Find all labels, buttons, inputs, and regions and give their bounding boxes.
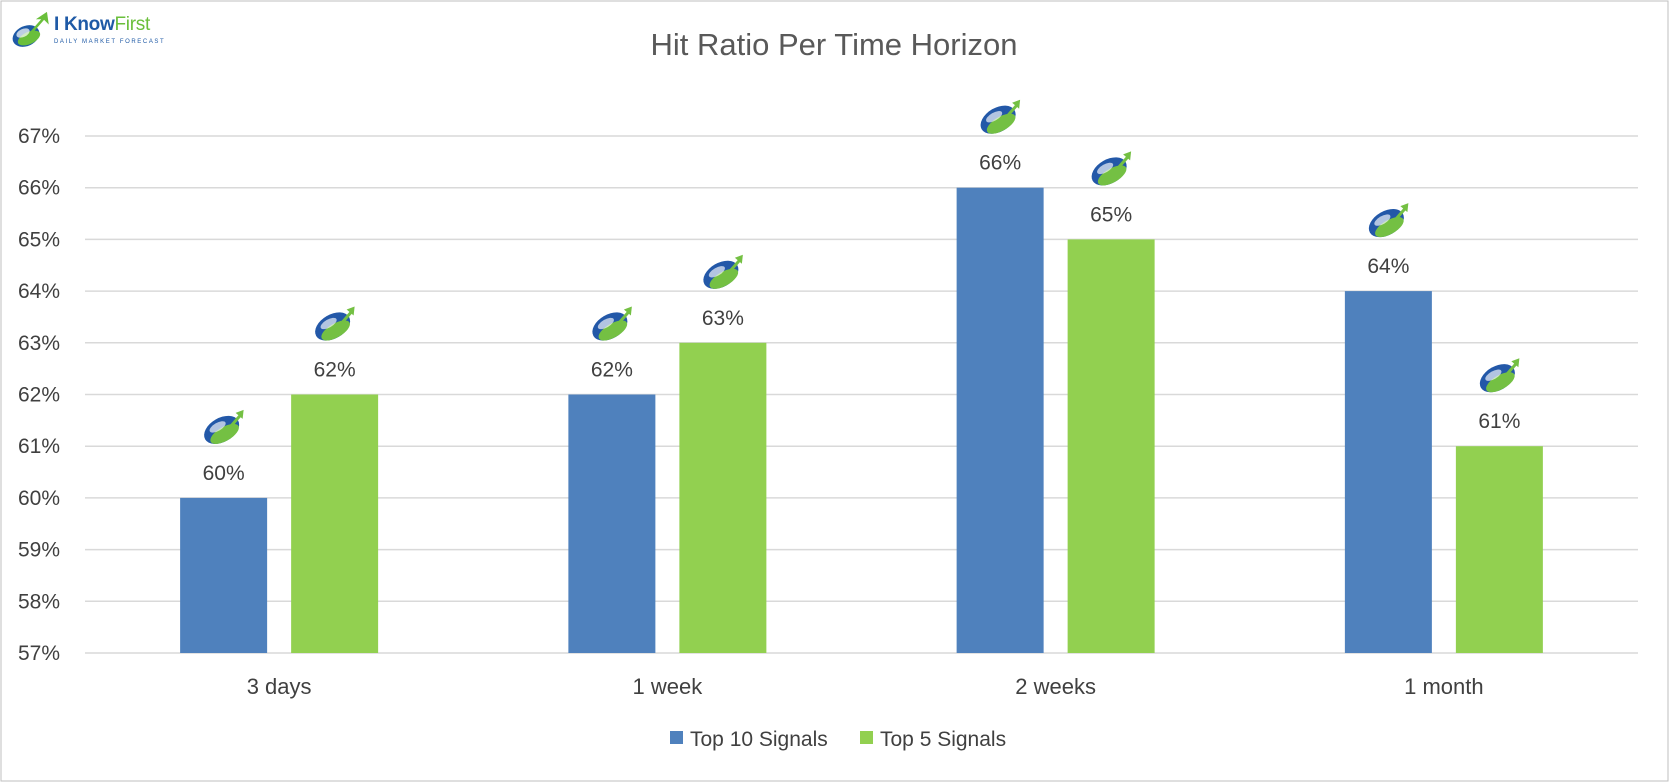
data-label: 64% (1367, 255, 1409, 278)
i-know-first-logo-icon (1085, 149, 1134, 193)
i-know-first-logo-icon (12, 11, 49, 47)
bar (568, 394, 656, 653)
data-label: 63% (702, 307, 744, 330)
y-tick-label: 63% (18, 332, 60, 355)
y-tick-label: 58% (18, 590, 60, 613)
bar (1067, 239, 1155, 653)
i-know-first-logo-icon (197, 408, 246, 452)
data-label: 62% (591, 359, 633, 382)
y-tick-label: 61% (18, 435, 60, 458)
legend-label: Top 5 Signals (880, 728, 1006, 751)
y-tick-label: 67% (18, 125, 60, 148)
i-know-first-logo-icon (974, 98, 1023, 142)
data-label: 60% (203, 462, 245, 485)
y-tick-label: 66% (18, 177, 60, 200)
y-tick-label: 59% (18, 539, 60, 562)
y-tick-label: 65% (18, 228, 60, 251)
data-label: 61% (1478, 410, 1520, 433)
y-tick-label: 62% (18, 384, 60, 407)
bar (1455, 446, 1543, 653)
data-label: 66% (979, 152, 1021, 175)
i-know-first-logo-icon (696, 253, 745, 297)
y-tick-label: 60% (18, 487, 60, 510)
x-tick-label: 1 month (1404, 674, 1484, 699)
x-tick-label: 1 week (633, 674, 704, 699)
bar (1344, 291, 1432, 653)
legend-swatch (670, 731, 683, 744)
y-tick-label: 64% (18, 280, 60, 303)
bar (679, 342, 767, 653)
legend-swatch (860, 731, 873, 744)
i-know-first-logo-icon (1473, 356, 1522, 400)
i-know-first-logo-icon (585, 305, 634, 348)
x-tick-label: 2 weeks (1015, 674, 1096, 699)
x-tick-label: 3 days (247, 674, 312, 699)
chart-title: Hit Ratio Per Time Horizon (651, 27, 1018, 62)
i-know-first-logo: I KnowFirst DAILY MARKET FORECAST (10, 11, 180, 56)
legend-label: Top 10 Signals (690, 728, 828, 751)
data-label: 62% (314, 359, 356, 382)
logo-wordmark: I KnowFirst (54, 14, 150, 35)
logo-tagline: DAILY MARKET FORECAST (54, 39, 166, 45)
bar (291, 394, 379, 653)
y-tick-label: 57% (18, 642, 60, 665)
bar (180, 497, 268, 653)
bar (956, 187, 1044, 653)
data-label: 65% (1090, 203, 1132, 226)
i-know-first-logo-icon (308, 305, 357, 348)
i-know-first-logo-icon (1362, 201, 1411, 245)
